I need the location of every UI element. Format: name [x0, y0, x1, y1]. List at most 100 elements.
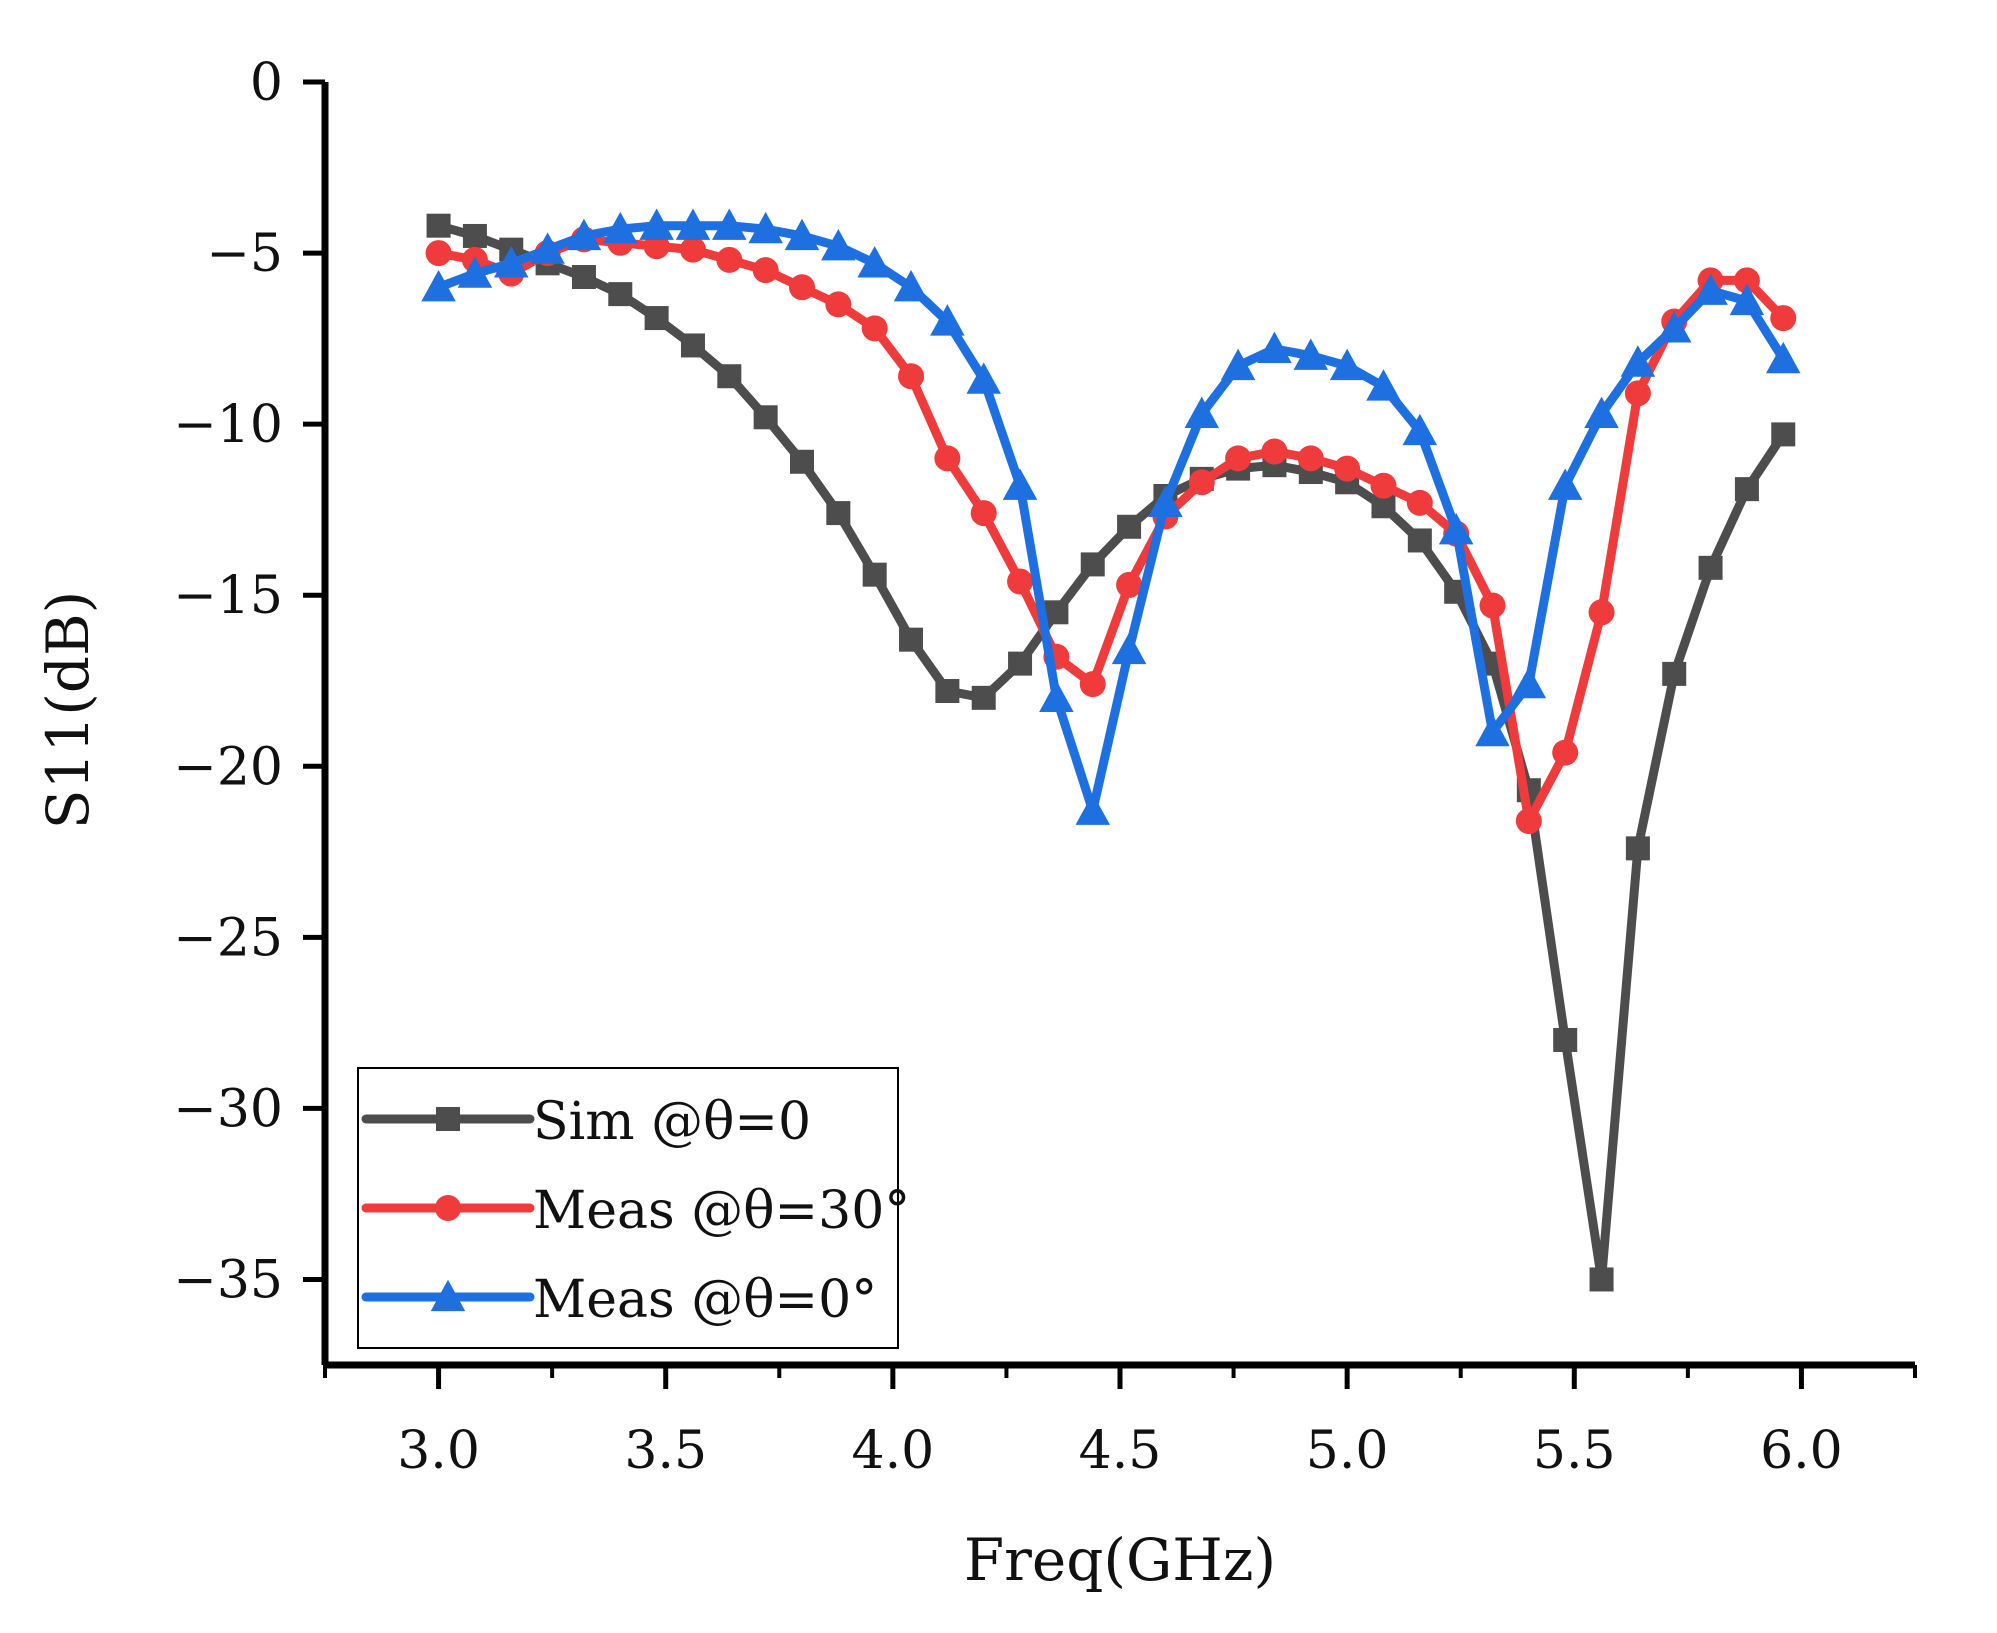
y-tick-label: −15: [173, 566, 283, 626]
x-axis-title: Freq(GHz): [964, 1526, 1276, 1594]
x-tick-label: 5.0: [1306, 1421, 1389, 1481]
data-point-marker: [425, 240, 452, 267]
data-point-marker: [603, 211, 638, 244]
data-point-marker: [421, 270, 456, 302]
legend-marker: [430, 1279, 466, 1312]
data-point-marker: [1733, 267, 1760, 294]
data-point-marker: [675, 208, 711, 240]
data-point-marker: [644, 306, 669, 331]
data-point-marker: [930, 304, 965, 336]
data-point-marker: [679, 236, 706, 263]
y-tick-label: −5: [206, 224, 283, 284]
data-point-marker: [748, 211, 783, 244]
data-point-marker: [971, 685, 996, 710]
data-point-marker: [1515, 808, 1542, 835]
data-point-marker: [753, 405, 778, 430]
data-point-marker: [1002, 468, 1038, 500]
data-point-marker: [1624, 380, 1651, 407]
legend-marker: [435, 1195, 461, 1221]
data-point-marker: [898, 363, 925, 390]
data-point-marker: [1117, 514, 1142, 539]
legend-label: Meas @θ=0°: [533, 1270, 877, 1330]
y-tick-label: −20: [173, 737, 283, 797]
data-point-marker: [1293, 338, 1329, 370]
data-point-marker: [716, 246, 743, 273]
legend-marker: [436, 1107, 460, 1131]
data-point-marker: [566, 218, 602, 251]
x-tick-label: 6.0: [1760, 1421, 1843, 1481]
data-point-marker: [1044, 600, 1069, 625]
data-point-marker: [1079, 671, 1106, 698]
data-point-marker: [784, 218, 820, 251]
data-point-marker: [970, 500, 997, 527]
data-point-marker: [934, 445, 961, 472]
data-point-marker: [857, 246, 892, 278]
data-point-marker: [1039, 680, 1074, 712]
data-point-marker: [826, 501, 851, 526]
data-point-marker: [1770, 305, 1797, 332]
data-point-marker: [571, 265, 596, 290]
data-point-marker: [861, 315, 888, 342]
data-point-marker: [1257, 331, 1292, 364]
data-point-marker: [1625, 836, 1650, 861]
axes-layer: 0 −5 −10 −15 −20 −25 −30 −35 3.0 3.5 4.0 4.5 5.0 5.5 6…: [173, 53, 1917, 1481]
y-tick-label: −10: [173, 395, 283, 455]
data-point-marker: [1407, 528, 1432, 553]
x-tick-label: 4.0: [852, 1421, 935, 1481]
series-3: [421, 208, 1801, 825]
data-point-marker: [712, 208, 747, 240]
data-point-marker: [1080, 552, 1105, 577]
data-point-marker: [1329, 348, 1365, 381]
data-point-marker: [790, 449, 814, 474]
data-point-marker: [639, 208, 674, 240]
data-point-marker: [1475, 714, 1510, 747]
data-point-marker: [1370, 472, 1397, 499]
data-point-marker: [1729, 283, 1765, 316]
data-point-marker: [1225, 445, 1252, 472]
data-point-marker: [1693, 273, 1728, 305]
series-layer: [421, 208, 1801, 1292]
data-point-marker: [494, 246, 529, 278]
x-tick-label: 5.5: [1533, 1421, 1616, 1481]
y-tick-label: 0: [250, 53, 283, 113]
data-point-marker: [1008, 651, 1033, 676]
data-point-marker: [462, 223, 487, 248]
data-point-marker: [789, 274, 815, 301]
data-point-marker: [1261, 438, 1288, 465]
data-point-marker: [1662, 661, 1687, 686]
data-point-marker: [966, 362, 1001, 394]
legend-label: Meas @θ=30°: [533, 1181, 910, 1241]
data-point-marker: [1620, 345, 1656, 377]
data-point-marker: [1406, 489, 1433, 516]
data-point-marker: [1402, 413, 1438, 446]
y-axis-title: S11(dB): [34, 591, 102, 830]
data-point-marker: [752, 257, 779, 284]
legend: Sim @θ=0 Meas @θ=30° Meas @θ=0°: [357, 1067, 910, 1349]
data-point-marker: [862, 562, 887, 587]
data-point-marker: [1771, 422, 1796, 447]
x-tick-label: 4.5: [1079, 1421, 1162, 1481]
data-point-marker: [1588, 599, 1615, 626]
data-point-marker: [1552, 739, 1579, 766]
data-point-marker: [1734, 477, 1759, 502]
data-point-marker: [530, 232, 565, 264]
data-point-marker: [1297, 445, 1324, 472]
data-point-marker: [899, 627, 924, 652]
data-point-marker: [1188, 469, 1215, 496]
data-point-marker: [1007, 568, 1034, 595]
data-point-marker: [1366, 369, 1401, 401]
data-point-marker: [1111, 632, 1147, 665]
data-point-marker: [1184, 396, 1220, 429]
data-point-marker: [893, 270, 929, 302]
data-point-marker: [1116, 571, 1143, 598]
data-point-marker: [1656, 311, 1692, 343]
data-point-marker: [1766, 341, 1801, 374]
data-point-marker: [1511, 666, 1547, 699]
data-point-marker: [1698, 555, 1723, 580]
data-point-marker: [935, 678, 960, 703]
data-point-marker: [825, 291, 852, 318]
y-tick-label: −25: [173, 908, 283, 968]
